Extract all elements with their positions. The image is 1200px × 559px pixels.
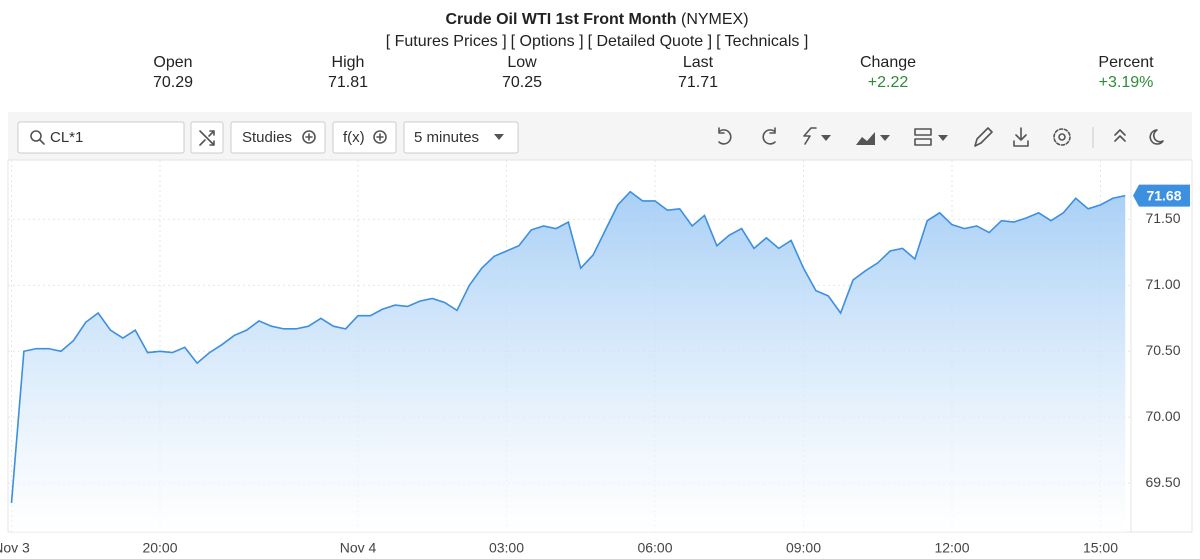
collapse-icon[interactable] (1114, 129, 1126, 142)
toolbar: CL*1 Studies f(x) 5 minutes (8, 112, 1192, 160)
plus-icon (305, 133, 313, 141)
last-price-badge (1133, 184, 1190, 207)
function-button[interactable] (332, 121, 397, 154)
link[interactable]: [ Detailed Quote ] (588, 33, 713, 50)
quote-label: Low (507, 54, 537, 71)
chart-type-icon[interactable] (856, 132, 875, 145)
symbol-box[interactable] (17, 121, 185, 154)
dropdown-icon (880, 135, 890, 141)
search-icon (39, 139, 45, 145)
layout-icon[interactable] (914, 128, 932, 136)
theme-icon[interactable] (1149, 129, 1164, 145)
x-tick-label: Nov 4 (340, 540, 377, 556)
y-tick-label: 70.00 (1145, 408, 1180, 424)
links: [ Futures Prices ][ Options ][ Detailed … (386, 33, 809, 50)
area (11, 191, 1126, 532)
y-tick-label: 71.50 (1145, 210, 1180, 226)
x-tick-label: 15:00 (1083, 540, 1118, 556)
quote-value: 70.29 (153, 74, 193, 91)
pencil-icon[interactable] (974, 127, 993, 147)
x-tick-label: Nov 3 (0, 540, 30, 556)
x-tick-label: 20:00 (142, 540, 177, 556)
title: Crude Oil WTI 1st Front Month (NYMEX) (445, 11, 748, 28)
settings-icon[interactable] (1053, 128, 1071, 146)
plus-icon (302, 130, 316, 144)
dropdown-icon (821, 135, 831, 141)
quote-value: 70.25 (502, 74, 542, 91)
exchange: (NYMEX) (681, 11, 749, 28)
quote-label: High (332, 54, 365, 71)
draw-icon[interactable] (803, 127, 817, 145)
compare-icon (199, 130, 215, 146)
link[interactable]: [ Futures Prices ] (386, 33, 507, 50)
x-tick-label: 03:00 (489, 540, 524, 556)
x-tick-label: 09:00 (786, 540, 821, 556)
x-tick-label: 06:00 (637, 540, 672, 556)
link[interactable]: [ Options ] (511, 33, 584, 50)
last-price: 71.68 (1146, 187, 1181, 203)
redo-icon[interactable] (762, 127, 776, 145)
undo-icon[interactable] (718, 127, 732, 145)
interval: 5 minutes (414, 129, 479, 146)
quote: Open 70.29 High 71.81 Low 70.25 Last 71.71 Chang… (153, 54, 1154, 91)
dropdown-icon (938, 135, 948, 141)
chart: 69.50 70.00 70.50 71.00 71.50 Nov 3 20:00 Nov 4… (0, 160, 1190, 556)
quote-value: 71.71 (678, 74, 718, 91)
quote-value: +3.19% (1099, 74, 1154, 91)
quote-value: 71.81 (328, 74, 368, 91)
function: f(x) (343, 129, 365, 146)
quote-label: Percent (1098, 54, 1154, 71)
y-tick-label: 69.50 (1145, 474, 1180, 490)
quote-value: +2.22 (868, 74, 909, 91)
dropdown-icon (494, 134, 504, 140)
download-icon[interactable] (1013, 127, 1029, 147)
studies: Studies (242, 129, 292, 146)
layout-icon[interactable] (914, 138, 932, 146)
quote-label: Change (860, 54, 916, 71)
interval-button[interactable] (403, 121, 519, 154)
symbol: CL*1 (50, 129, 83, 146)
studies-button[interactable] (230, 121, 326, 154)
x-tick-label: 12:00 (934, 540, 969, 556)
y-tick-label: 71.00 (1145, 276, 1180, 292)
plus-icon (376, 133, 384, 141)
y-tick-label: 70.50 (1145, 342, 1180, 358)
quote-label: Open (153, 54, 192, 71)
link[interactable]: [ Technicals ] (716, 33, 808, 50)
quote-label: Last (683, 54, 714, 71)
title-name: Crude Oil WTI 1st Front Month (445, 11, 676, 28)
toolbar-bg (8, 112, 1192, 160)
line (10, 190, 1126, 504)
search-icon (30, 130, 42, 142)
plus-icon (373, 130, 387, 144)
settings-icon[interactable] (1058, 133, 1066, 141)
